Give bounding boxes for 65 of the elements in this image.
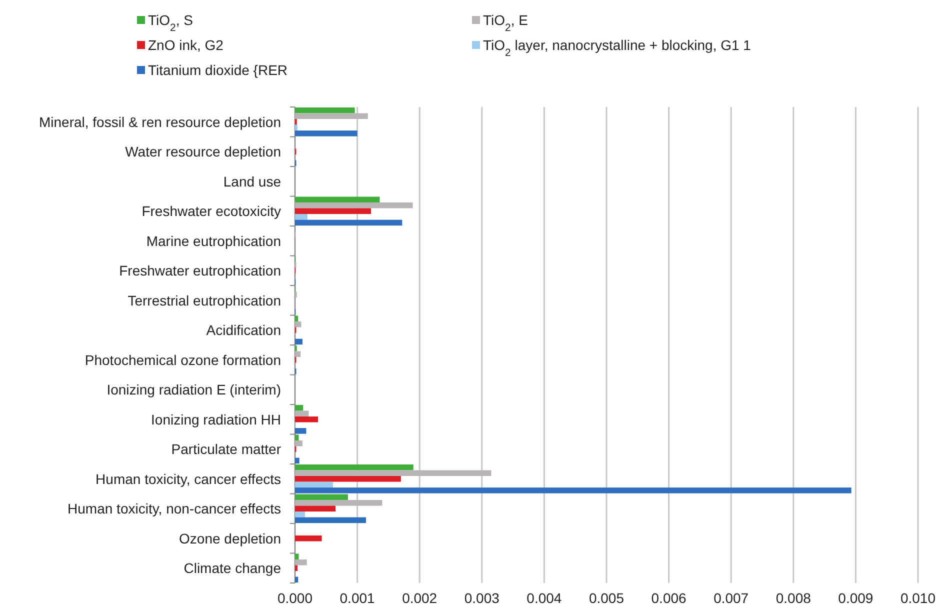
y-tick-label: Land use: [223, 173, 282, 190]
bar: [295, 428, 306, 434]
bar: [295, 576, 298, 583]
bar: [295, 214, 308, 220]
bar: [295, 130, 358, 136]
y-tick-label: Ionizing radiation E (interim): [106, 382, 281, 398]
x-tick-label: 0.002: [402, 590, 438, 606]
bar: [295, 434, 299, 440]
y-tick-label: Water resource depletion: [125, 144, 281, 160]
bar: [295, 517, 366, 524]
bar: [295, 470, 492, 476]
bar: [295, 506, 336, 512]
bar: [295, 559, 307, 566]
bar: [295, 208, 372, 214]
y-tick-label: Marine eutrophication: [146, 232, 281, 249]
x-tick-label: 0.001: [340, 590, 376, 606]
bar: [295, 535, 322, 542]
bar: [295, 316, 298, 322]
bar: [295, 113, 368, 119]
x-tick-label: 0.005: [588, 590, 624, 606]
y-tick-label: Ionizing radiation HH: [151, 411, 281, 428]
x-tick-label: 0.003: [464, 590, 500, 606]
bar: [295, 512, 305, 518]
bar: [295, 321, 302, 328]
bar: [295, 107, 355, 114]
legend-label: TiO$_{2}$, E: [483, 12, 528, 34]
y-tick-label: Freshwater eutrophication: [119, 262, 281, 279]
legend-label: ZnO ink, G2: [148, 37, 224, 53]
bar: [295, 351, 301, 357]
x-tick-label: 0.000: [277, 590, 313, 606]
bar: [295, 404, 304, 411]
bar: [295, 410, 309, 416]
bar: [295, 488, 852, 494]
bar: [295, 482, 334, 488]
y-tick-label: Ozone depletion: [179, 530, 281, 546]
bar: [295, 458, 300, 464]
y-tick-label: Particulate matter: [171, 441, 282, 458]
bar: [295, 220, 402, 226]
bar: [295, 494, 348, 500]
y-tick-label: Terrestrial eutrophication: [128, 292, 281, 308]
y-tick-label: Climate change: [184, 560, 282, 576]
bar: [295, 338, 302, 345]
bar: [295, 440, 302, 446]
legend-label: Titanium dioxide {RER: [148, 62, 288, 78]
x-tick-label: 0.006: [651, 590, 687, 606]
x-tick-label: 0.004: [526, 590, 562, 606]
x-tick-label: 0.008: [776, 590, 812, 606]
y-tick-label: Photochemical ozone formation: [84, 352, 281, 368]
y-tick-label: Mineral, fossil & ren resource depletion: [38, 114, 281, 130]
y-tick-label: Freshwater ecotoxicity: [142, 203, 281, 220]
bar: [295, 196, 380, 202]
bar: [295, 416, 318, 422]
x-tick-label: 0.009: [838, 590, 874, 606]
y-tick-label: Acidification: [206, 322, 281, 338]
y-tick-label: Human toxicity, cancer effects: [96, 470, 281, 487]
bar: [295, 554, 299, 560]
legend-label: TiO$_{2}$ layer, nanocrystalline + blocking, G1 1: [483, 37, 752, 59]
bar: [295, 202, 413, 208]
y-tick-label: Human toxicity, non-cancer effects: [68, 500, 281, 517]
x-tick-label: 0.007: [714, 590, 749, 606]
bar: [295, 464, 414, 470]
bar: [295, 476, 401, 482]
bar: [295, 500, 382, 506]
legend-label: TiO$_{2}$, S: [148, 12, 194, 34]
x-tick-label: 0.010: [900, 590, 936, 606]
